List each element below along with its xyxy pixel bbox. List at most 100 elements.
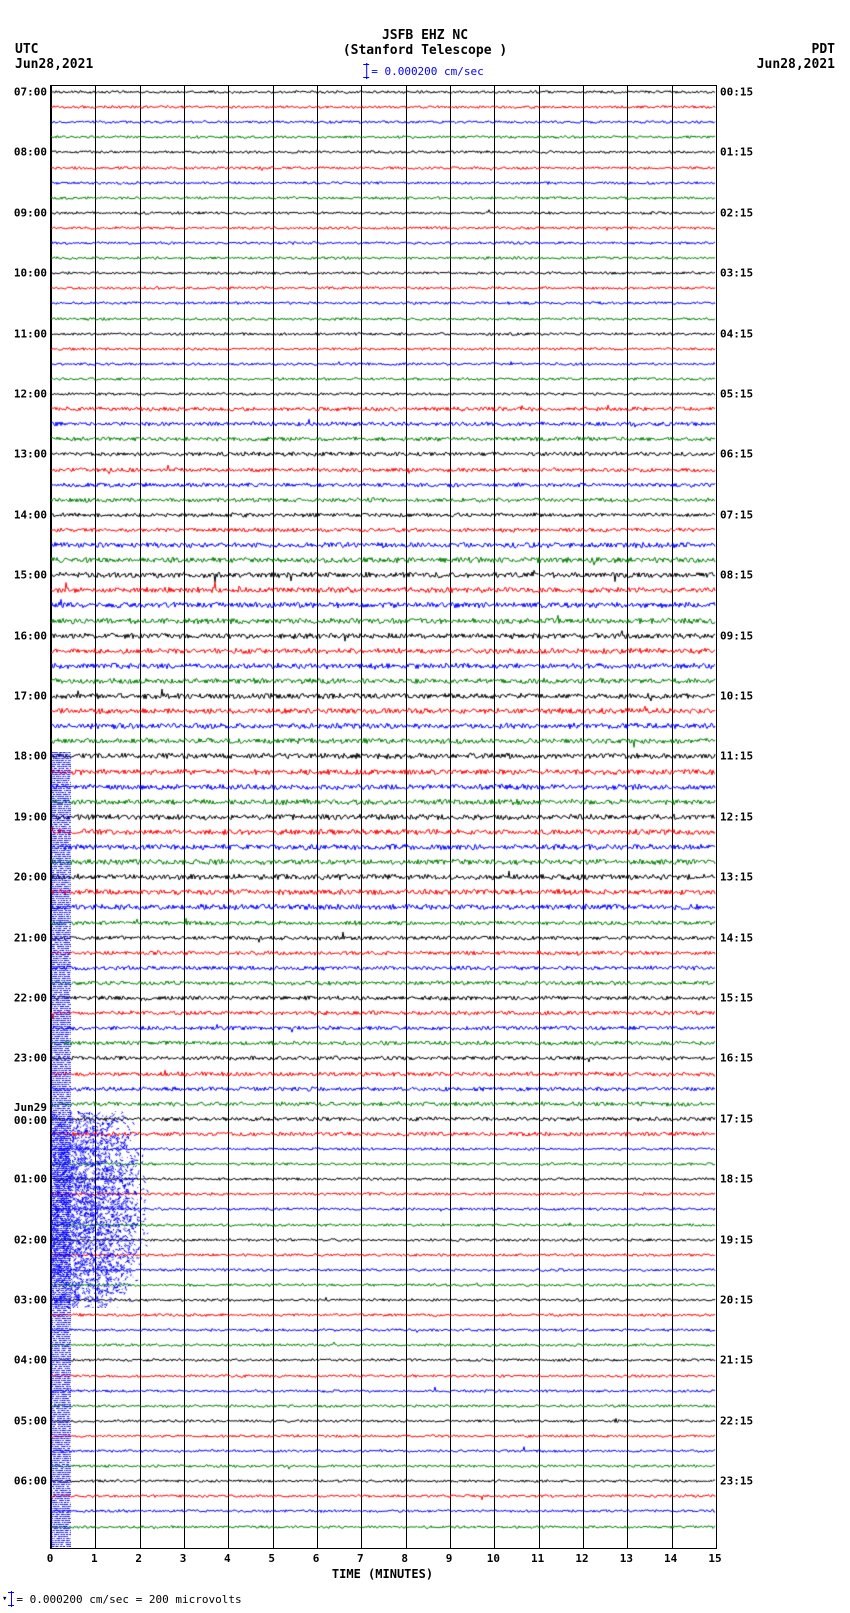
gridline <box>184 86 185 1548</box>
pdt-time-label: 14:15 <box>720 931 753 944</box>
x-tick-label: 4 <box>224 1552 231 1565</box>
pdt-time-label: 22:15 <box>720 1414 753 1427</box>
seismic-trace <box>51 580 716 600</box>
seismic-trace <box>51 429 716 449</box>
seismic-trace <box>51 505 716 525</box>
seismic-trace <box>51 807 716 827</box>
seismic-trace <box>51 1154 716 1174</box>
utc-time-label: 17:00 <box>14 690 47 703</box>
x-axis-title: TIME (MINUTES) <box>50 1567 715 1581</box>
utc-time-label: 01:00 <box>14 1173 47 1186</box>
seismic-trace <box>51 792 716 812</box>
pdt-time-label: 16:15 <box>720 1052 753 1065</box>
pdt-time-label: 01:15 <box>720 146 753 159</box>
x-tick-label: 9 <box>446 1552 453 1565</box>
seismic-trace <box>51 1486 716 1506</box>
gridline <box>317 86 318 1548</box>
utc-time-label: 21:00 <box>14 931 47 944</box>
station-location: (Stanford Telescope ) <box>0 43 850 58</box>
seismic-trace <box>51 263 716 283</box>
seismic-trace <box>51 142 716 162</box>
seismic-trace <box>51 293 716 313</box>
seismic-trace <box>51 1275 716 1295</box>
seismic-trace <box>51 611 716 631</box>
pdt-time-label: 17:15 <box>720 1112 753 1125</box>
x-tick-label: 2 <box>135 1552 142 1565</box>
pdt-time-label: 11:15 <box>720 750 753 763</box>
gridline <box>406 86 407 1548</box>
gridline <box>95 86 96 1548</box>
seismogram-plot: 07:0008:0009:0010:0011:0012:0013:0014:00… <box>50 85 717 1549</box>
seismic-trace <box>51 1366 716 1386</box>
utc-time-label: 03:00 <box>14 1294 47 1307</box>
gridline <box>228 86 229 1548</box>
seismic-trace <box>51 127 716 147</box>
seismic-trace <box>51 852 716 872</box>
seismic-trace <box>51 475 716 495</box>
pdt-time-label: 19:15 <box>720 1233 753 1246</box>
seismic-trace <box>51 928 716 948</box>
x-tick-label: 15 <box>708 1552 721 1565</box>
seismic-trace <box>51 444 716 464</box>
seismic-trace <box>51 1290 716 1310</box>
gridline <box>494 86 495 1548</box>
x-tick-label: 1 <box>91 1552 98 1565</box>
seismic-trace <box>51 1048 716 1068</box>
seismic-trace <box>51 1094 716 1114</box>
seismic-trace <box>51 1260 716 1280</box>
seismic-trace <box>51 384 716 404</box>
x-tick-label: 10 <box>487 1552 500 1565</box>
seismic-trace <box>51 867 716 887</box>
pdt-time-label: 06:15 <box>720 448 753 461</box>
seismic-trace <box>51 173 716 193</box>
seismic-trace <box>51 369 716 389</box>
x-tick-label: 8 <box>401 1552 408 1565</box>
utc-time-label: 20:00 <box>14 871 47 884</box>
seismic-trace <box>51 1018 716 1038</box>
seismic-trace <box>51 218 716 238</box>
scale-bar-icon <box>11 1591 12 1607</box>
pdt-time-label: 18:15 <box>720 1173 753 1186</box>
seismogram-container: UTC Jun28,2021 PDT Jun28,2021 JSFB EHZ N… <box>0 0 850 1613</box>
pdt-time-label: 21:15 <box>720 1354 753 1367</box>
gridline <box>140 86 141 1548</box>
seismic-trace <box>51 1350 716 1370</box>
seismic-trace <box>51 1109 716 1129</box>
utc-time-label: 22:00 <box>14 992 47 1005</box>
seismic-trace <box>51 550 716 570</box>
x-tick-label: 6 <box>313 1552 320 1565</box>
seismic-trace <box>51 97 716 117</box>
pdt-time-label: 15:15 <box>720 992 753 1005</box>
seismic-trace <box>51 1501 716 1521</box>
gridline <box>51 86 52 1548</box>
pdt-time-label: 12:15 <box>720 810 753 823</box>
utc-time-label: 19:00 <box>14 810 47 823</box>
seismic-trace <box>51 112 716 132</box>
seismic-trace <box>51 716 716 736</box>
seismic-trace <box>51 1124 716 1144</box>
seismic-trace <box>51 324 716 344</box>
utc-time-label: 23:00 <box>14 1052 47 1065</box>
gridline <box>450 86 451 1548</box>
utc-time-label: 06:00 <box>14 1475 47 1488</box>
gridline <box>273 86 274 1548</box>
utc-time-label: 05:00 <box>14 1414 47 1427</box>
x-tick-label: 5 <box>268 1552 275 1565</box>
utc-time-label: 09:00 <box>14 206 47 219</box>
pdt-time-label: 02:15 <box>720 206 753 219</box>
seismic-trace <box>51 158 716 178</box>
seismic-trace <box>51 671 716 691</box>
seismic-trace <box>51 595 716 615</box>
seismic-trace <box>51 1245 716 1265</box>
pdt-time-label: 08:15 <box>720 569 753 582</box>
utc-time-label: 15:00 <box>14 569 47 582</box>
station-code: JSFB EHZ NC <box>0 28 850 43</box>
seismic-trace <box>51 460 716 480</box>
seismic-trace <box>51 1381 716 1401</box>
seismic-trace <box>51 203 716 223</box>
utc-time-label: 14:00 <box>14 508 47 521</box>
utc-time-label: 11:00 <box>14 327 47 340</box>
seismic-trace <box>51 626 716 646</box>
x-tick-label: 13 <box>620 1552 633 1565</box>
utc-time-label: 18:00 <box>14 750 47 763</box>
